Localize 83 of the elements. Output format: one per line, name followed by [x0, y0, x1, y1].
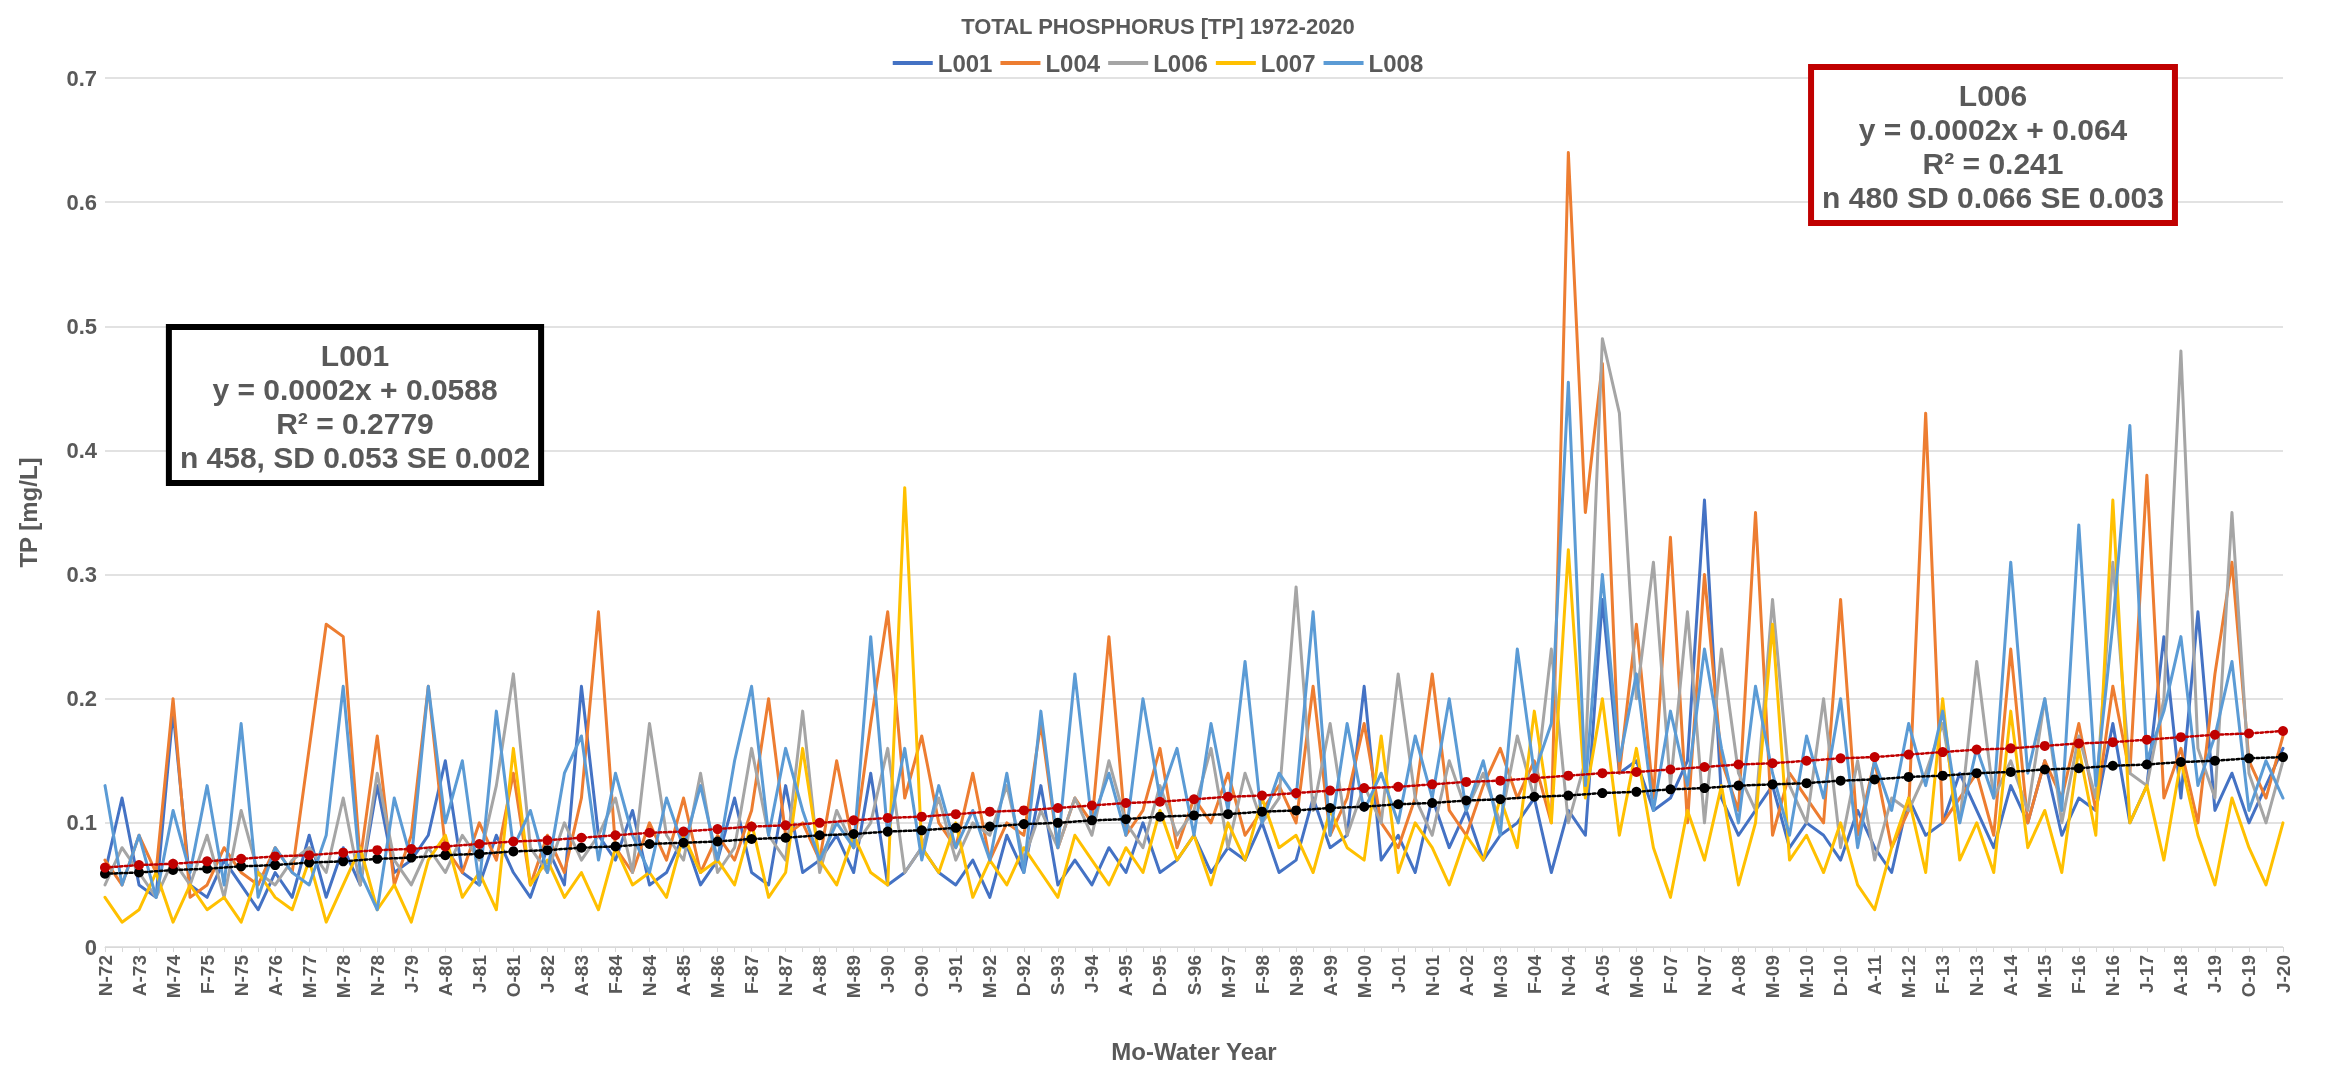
x-tick-label: N-01: [1421, 954, 1443, 997]
x-tick-label: N-78: [366, 955, 388, 997]
x-tick-label: A-85: [673, 954, 695, 997]
x-tick-label: F-13: [1932, 955, 1954, 995]
x-tick-label: A-11: [1864, 954, 1886, 996]
chart-title: TOTAL PHOSPHORUS [TP] 1972-2020: [961, 13, 1355, 39]
x-tick-label: A-80: [434, 955, 456, 997]
x-tick-label: A-02: [1455, 955, 1477, 997]
x-tick-label: M-89: [843, 955, 865, 999]
y-tick-label: 0.3: [66, 562, 97, 588]
legend-label: L007: [1260, 49, 1316, 77]
x-tick-label: A-05: [1591, 954, 1613, 997]
x-tick-label: N-04: [1557, 954, 1579, 997]
annotation: L006 y = 0.0002x + 0.064 R² = 0.241 n 480 SD 0.066 SE 0.003: [1822, 78, 2164, 214]
x-tick-label: A-83: [570, 955, 592, 997]
x-tick-label: J-01: [1387, 954, 1409, 994]
x-tick-label: N-98: [1285, 955, 1307, 997]
y-tick-label: 0.7: [66, 65, 97, 91]
x-tick-label: D-10: [1830, 955, 1852, 997]
legend-label: L004: [1045, 49, 1101, 77]
x-tick-label: S-96: [1183, 955, 1205, 996]
x-tick-label: J-20: [2272, 955, 2294, 994]
legend-label: L001: [937, 49, 993, 77]
y-tick-label: 0.4: [66, 437, 98, 463]
x-tick-label: J-19: [2204, 955, 2226, 994]
x-tick-label: M-10: [1796, 955, 1818, 999]
x-tick-label: S-93: [1047, 955, 1069, 996]
x-tick-label: J-94: [1081, 954, 1103, 994]
x-tick-label: A-76: [264, 955, 286, 997]
y-tick-label: 0.2: [66, 686, 97, 712]
x-tick-label: M-15: [2034, 954, 2056, 999]
x-tick-label: M-74: [162, 954, 184, 999]
x-tick-label: F-75: [196, 954, 218, 995]
x-tick-label: F-16: [2068, 955, 2090, 995]
x-tick-label: N-07: [1693, 955, 1715, 997]
x-tick-label: O-90: [911, 955, 933, 998]
x-tick-label: A-99: [1319, 955, 1341, 997]
x-tick-label: N-72: [94, 955, 116, 997]
x-tick-label: D-95: [1149, 954, 1171, 997]
x-tick-label: N-87: [775, 955, 797, 997]
x-tick-label: A-18: [2170, 955, 2192, 997]
x-tick-label: O-81: [502, 954, 524, 998]
y-tick-label: 0.1: [66, 810, 97, 836]
x-tick-label: M-09: [1762, 955, 1784, 999]
x-tick-label: M-77: [298, 955, 320, 999]
x-tick-label: N-75: [230, 954, 252, 997]
x-tick-label: D-92: [1013, 955, 1035, 997]
x-tick-label: M-97: [1217, 955, 1239, 999]
x-tick-label: J-17: [2136, 955, 2158, 994]
x-tick-label: A-88: [809, 955, 831, 997]
legend-label: L008: [1368, 49, 1424, 77]
x-tick-label: F-84: [604, 954, 626, 995]
y-axis-title: TP [mg/L]: [14, 457, 42, 568]
x-tick-label: A-14: [2000, 954, 2022, 997]
legend-label: L006: [1153, 49, 1208, 77]
x-tick-label: J-90: [877, 955, 899, 994]
x-tick-label: M-78: [332, 955, 354, 999]
x-tick-label: F-04: [1523, 954, 1545, 995]
x-tick-label: J-81: [468, 954, 490, 994]
x-tick-label: M-86: [707, 955, 729, 999]
x-tick-label: M-92: [979, 955, 1001, 999]
y-tick-label: 0.5: [66, 313, 97, 339]
x-tick-label: M-12: [1898, 955, 1920, 999]
x-tick-label: N-16: [2102, 955, 2124, 997]
x-tick-label: N-84: [639, 954, 660, 997]
x-tick-label: M-00: [1353, 955, 1375, 999]
x-tick-label: F-87: [741, 955, 763, 995]
x-tick-label: N-13: [1966, 955, 1988, 997]
x-tick-label: A-95: [1115, 954, 1137, 997]
x-tick-label: F-98: [1251, 955, 1273, 995]
x-tick-label: A-73: [128, 955, 150, 997]
x-tick-label: M-06: [1625, 955, 1647, 999]
annotation: L001 y = 0.0002x + 0.0588 R² = 0.2779 n 458, SD 0.053 SE 0.002: [179, 338, 531, 474]
y-tick-label: 0: [84, 934, 97, 960]
y-tick-label: 0.6: [66, 189, 97, 215]
x-tick-label: M-03: [1489, 955, 1511, 999]
x-tick-label: O-19: [2238, 955, 2260, 998]
x-tick-label: J-82: [536, 955, 558, 994]
x-tick-label: J-91: [945, 954, 967, 994]
x-tick-label: A-08: [1728, 955, 1749, 997]
x-tick-label: J-79: [400, 955, 422, 994]
x-axis-title: Mo-Water Year: [1111, 1037, 1277, 1065]
x-tick-label: F-07: [1659, 955, 1681, 995]
